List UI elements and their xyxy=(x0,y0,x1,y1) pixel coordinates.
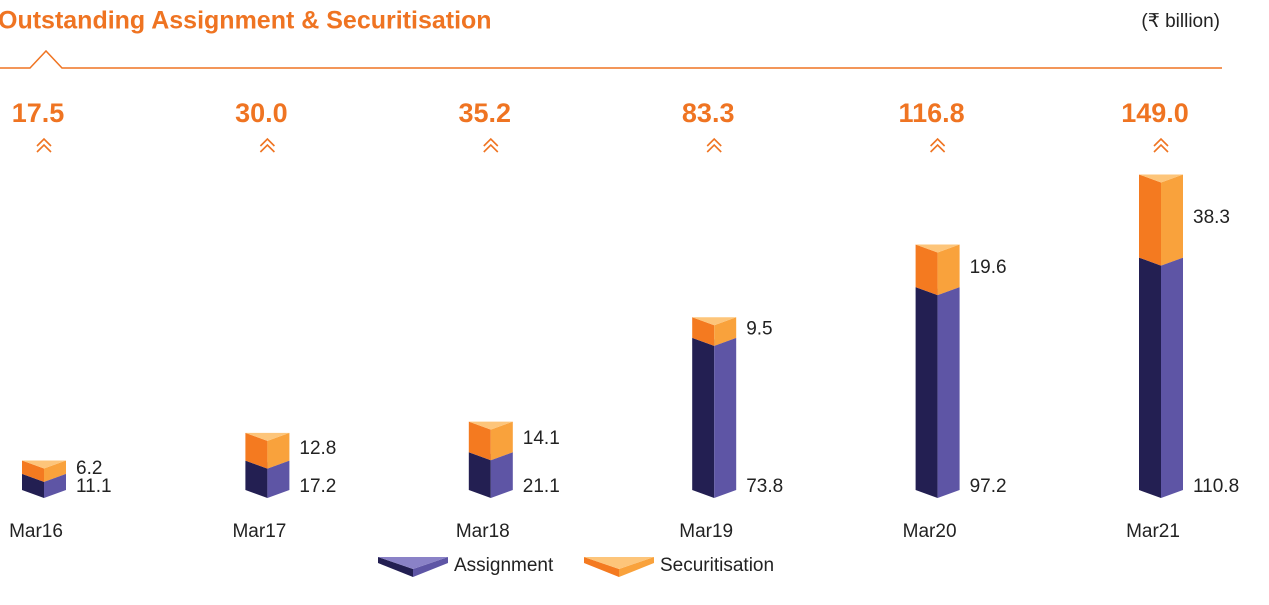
value-label: 11.1 xyxy=(76,476,112,497)
bar-face xyxy=(692,317,737,326)
value-label: 97.2 xyxy=(970,476,1007,497)
swatch-face xyxy=(584,557,654,569)
up-chevron xyxy=(1153,137,1169,153)
x-tick-label: Mar16 xyxy=(9,521,63,542)
legend-swatch xyxy=(378,557,448,577)
bar-face xyxy=(22,473,44,498)
bar-face xyxy=(468,452,491,498)
bar-segment xyxy=(915,287,960,498)
unit-label: (₹ billion) xyxy=(1141,11,1220,32)
x-tick-label: Mar18 xyxy=(456,521,510,542)
value-label: 17.2 xyxy=(299,476,336,497)
bar-face xyxy=(245,460,268,498)
bar-segment xyxy=(1139,257,1183,498)
value-label: 73.8 xyxy=(746,476,783,497)
up-chevron xyxy=(930,137,946,153)
total-label: 30.0 xyxy=(235,98,288,128)
swatch-face xyxy=(378,557,413,577)
x-tick-label: Mar21 xyxy=(1126,521,1180,542)
bar-segment xyxy=(692,317,737,346)
up-chevron xyxy=(36,137,52,153)
bar-face xyxy=(44,460,66,482)
bar-face xyxy=(267,432,290,469)
value-label: 14.1 xyxy=(523,428,560,449)
total-label: 17.5 xyxy=(12,98,65,128)
bar-face xyxy=(937,244,960,296)
bar-face xyxy=(490,452,513,498)
bar-segment xyxy=(22,460,66,482)
bar-face xyxy=(468,421,513,430)
bar-face xyxy=(1139,174,1183,183)
bar-face xyxy=(915,244,960,253)
bar-face xyxy=(22,460,44,482)
swatch-face xyxy=(378,557,448,569)
bar-segment xyxy=(692,337,737,498)
x-tick-label: Mar20 xyxy=(903,521,957,542)
title-rule xyxy=(0,49,1222,69)
bar-face xyxy=(915,244,938,296)
bar-face xyxy=(915,287,938,498)
bar-face xyxy=(44,473,66,498)
bar-segment xyxy=(245,432,290,469)
legend-label: Assignment xyxy=(454,555,554,576)
value-label: 9.5 xyxy=(746,319,772,340)
bar-face xyxy=(1139,257,1161,498)
bar-face xyxy=(267,460,290,498)
value-label: 110.8 xyxy=(1193,476,1239,497)
bar-face xyxy=(490,421,513,461)
bar-face xyxy=(245,432,290,441)
legend-label: Securitisation xyxy=(660,555,774,576)
chart-title: Outstanding Assignment & Securitisation xyxy=(0,7,492,35)
bar-face xyxy=(245,432,268,469)
bar-face xyxy=(468,421,491,461)
value-label: 6.2 xyxy=(76,458,102,479)
bar-segment xyxy=(915,244,960,296)
up-chevron xyxy=(259,137,275,153)
bar-face xyxy=(1139,174,1161,266)
swatch-face xyxy=(584,557,619,577)
x-tick-label: Mar19 xyxy=(679,521,733,542)
bar-segment xyxy=(468,421,513,461)
up-chevron xyxy=(706,137,722,153)
legend-swatch xyxy=(584,557,654,577)
bar-segment xyxy=(1139,174,1183,266)
bar-face xyxy=(692,317,715,346)
bar-face xyxy=(1161,174,1183,266)
total-label: 83.3 xyxy=(682,98,735,128)
value-label: 21.1 xyxy=(523,476,560,497)
bar-face xyxy=(22,460,66,469)
total-label: 149.0 xyxy=(1121,98,1189,128)
bar-face xyxy=(714,337,737,498)
swatch-face xyxy=(619,557,654,577)
up-chevron xyxy=(483,137,499,153)
x-tick-label: Mar17 xyxy=(232,521,286,542)
total-label: 35.2 xyxy=(459,98,512,128)
bar-face xyxy=(937,287,960,498)
value-label: 38.3 xyxy=(1193,207,1230,228)
bar-face xyxy=(1161,257,1183,498)
value-label: 19.6 xyxy=(970,257,1007,278)
total-label: 116.8 xyxy=(899,98,965,128)
bar-face xyxy=(692,337,715,498)
swatch-face xyxy=(413,557,448,577)
bar-face xyxy=(714,317,737,346)
value-label: 12.8 xyxy=(299,438,336,459)
